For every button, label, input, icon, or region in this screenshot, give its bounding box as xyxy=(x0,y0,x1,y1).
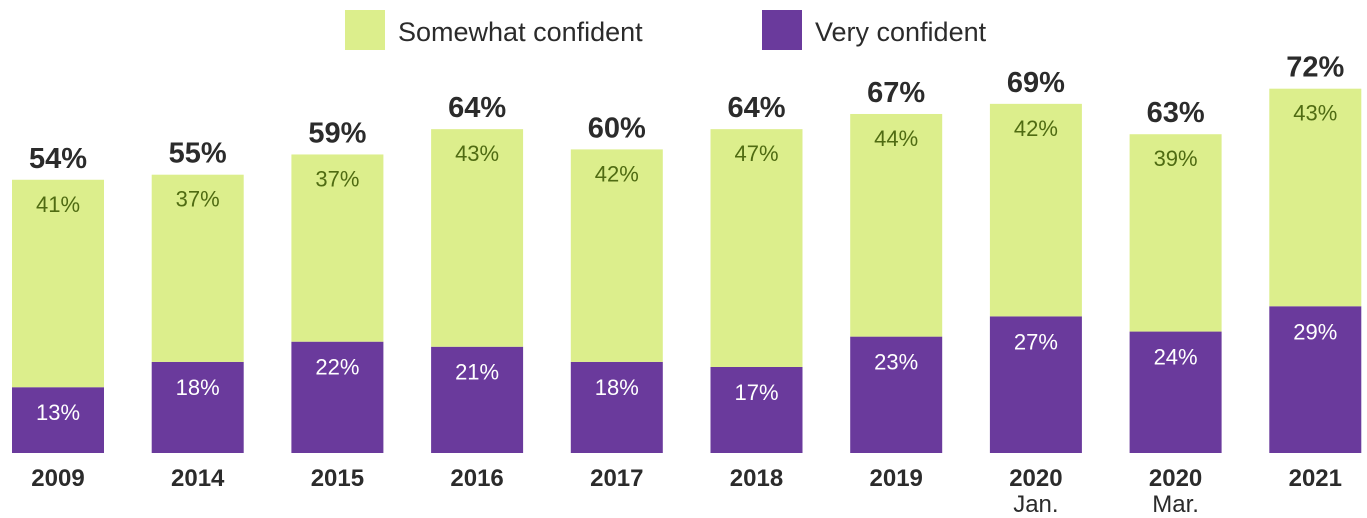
data-label-very-confident: 18% xyxy=(176,375,220,400)
bar-very-confident xyxy=(431,346,524,453)
x-tick-label: 2020 xyxy=(1149,465,1202,492)
bar-somewhat-confident xyxy=(710,129,803,367)
x-tick-label: 2009 xyxy=(31,465,84,492)
x-tick-label: 2017 xyxy=(590,465,643,492)
bar-somewhat-confident xyxy=(570,149,663,362)
data-label-very-confident: 18% xyxy=(595,375,639,400)
bar-somewhat-confident xyxy=(291,154,384,342)
data-label-very-confident: 29% xyxy=(1293,319,1337,344)
total-label: 72% xyxy=(1286,52,1344,84)
x-tick-label: 2018 xyxy=(730,465,783,492)
bar-very-confident xyxy=(1129,331,1222,453)
data-label-very-confident: 13% xyxy=(36,400,80,425)
legend-label-very-confident: Very confident xyxy=(815,17,987,47)
data-label-very-confident: 22% xyxy=(315,355,359,380)
bar-somewhat-confident xyxy=(1129,134,1222,332)
x-tick-label: 2020 xyxy=(1009,465,1062,492)
bar-very-confident xyxy=(989,316,1082,453)
data-label-somewhat-confident: 37% xyxy=(176,187,220,212)
bar-somewhat-confident xyxy=(850,113,943,337)
legend-label-somewhat-confident: Somewhat confident xyxy=(398,17,643,47)
total-label: 63% xyxy=(1147,97,1205,129)
total-label: 60% xyxy=(588,112,646,144)
total-label: 55% xyxy=(169,138,227,170)
bar-somewhat-confident xyxy=(1269,88,1362,307)
x-tick-label: 2015 xyxy=(311,465,364,492)
x-tick-sublabel: Jan. xyxy=(1013,491,1058,518)
x-tick-label: 2014 xyxy=(171,465,225,492)
bar-very-confident xyxy=(151,361,244,453)
total-label: 67% xyxy=(867,77,925,109)
data-label-somewhat-confident: 43% xyxy=(455,141,499,166)
legend-swatch-somewhat-confident xyxy=(345,10,385,50)
data-label-somewhat-confident: 42% xyxy=(1014,116,1058,141)
x-tick-label: 2019 xyxy=(870,465,923,492)
x-tick-label: 2016 xyxy=(450,465,503,492)
x-axis-ticks: 2009 2014 2015 2016 2017 2018 2019 2020Jan.2020… xyxy=(31,465,1342,518)
bar-somewhat-confident xyxy=(151,174,244,362)
data-label-somewhat-confident: 37% xyxy=(315,166,359,191)
legend-swatch-very-confident xyxy=(762,10,802,50)
total-label: 64% xyxy=(448,92,506,124)
data-label-somewhat-confident: 44% xyxy=(874,126,918,151)
data-label-somewhat-confident: 43% xyxy=(1293,101,1337,126)
data-label-somewhat-confident: 39% xyxy=(1154,146,1198,171)
data-label-very-confident: 27% xyxy=(1014,329,1058,354)
total-label: 59% xyxy=(308,117,366,149)
total-label: 64% xyxy=(727,92,785,124)
bar-very-confident xyxy=(1269,306,1362,453)
data-label-very-confident: 17% xyxy=(734,380,778,405)
bar-very-confident xyxy=(710,366,803,453)
data-label-somewhat-confident: 41% xyxy=(36,192,80,217)
data-label-somewhat-confident: 42% xyxy=(595,161,639,186)
legend: Somewhat confident Very confident xyxy=(345,10,987,50)
data-label-very-confident: 23% xyxy=(874,350,918,375)
bar-very-confident xyxy=(850,336,943,453)
data-label-somewhat-confident: 47% xyxy=(734,141,778,166)
data-label-very-confident: 21% xyxy=(455,360,499,385)
total-label: 69% xyxy=(1007,67,1065,99)
bars-group xyxy=(12,88,1362,453)
bar-somewhat-confident xyxy=(989,103,1082,317)
total-label: 54% xyxy=(29,143,87,175)
bar-very-confident xyxy=(291,341,384,453)
bar-somewhat-confident xyxy=(431,129,524,347)
x-tick-label: 2021 xyxy=(1289,465,1342,492)
data-label-very-confident: 24% xyxy=(1154,345,1198,370)
bar-very-confident xyxy=(570,361,663,453)
bar-somewhat-confident xyxy=(12,179,104,388)
x-tick-sublabel: Mar. xyxy=(1152,491,1199,518)
labels-group: 13% 41% 54% 18% 37% 55% 22% 37% 59% 21% 43% 64% 18% 4… xyxy=(29,52,1345,426)
bar-very-confident xyxy=(12,387,104,453)
